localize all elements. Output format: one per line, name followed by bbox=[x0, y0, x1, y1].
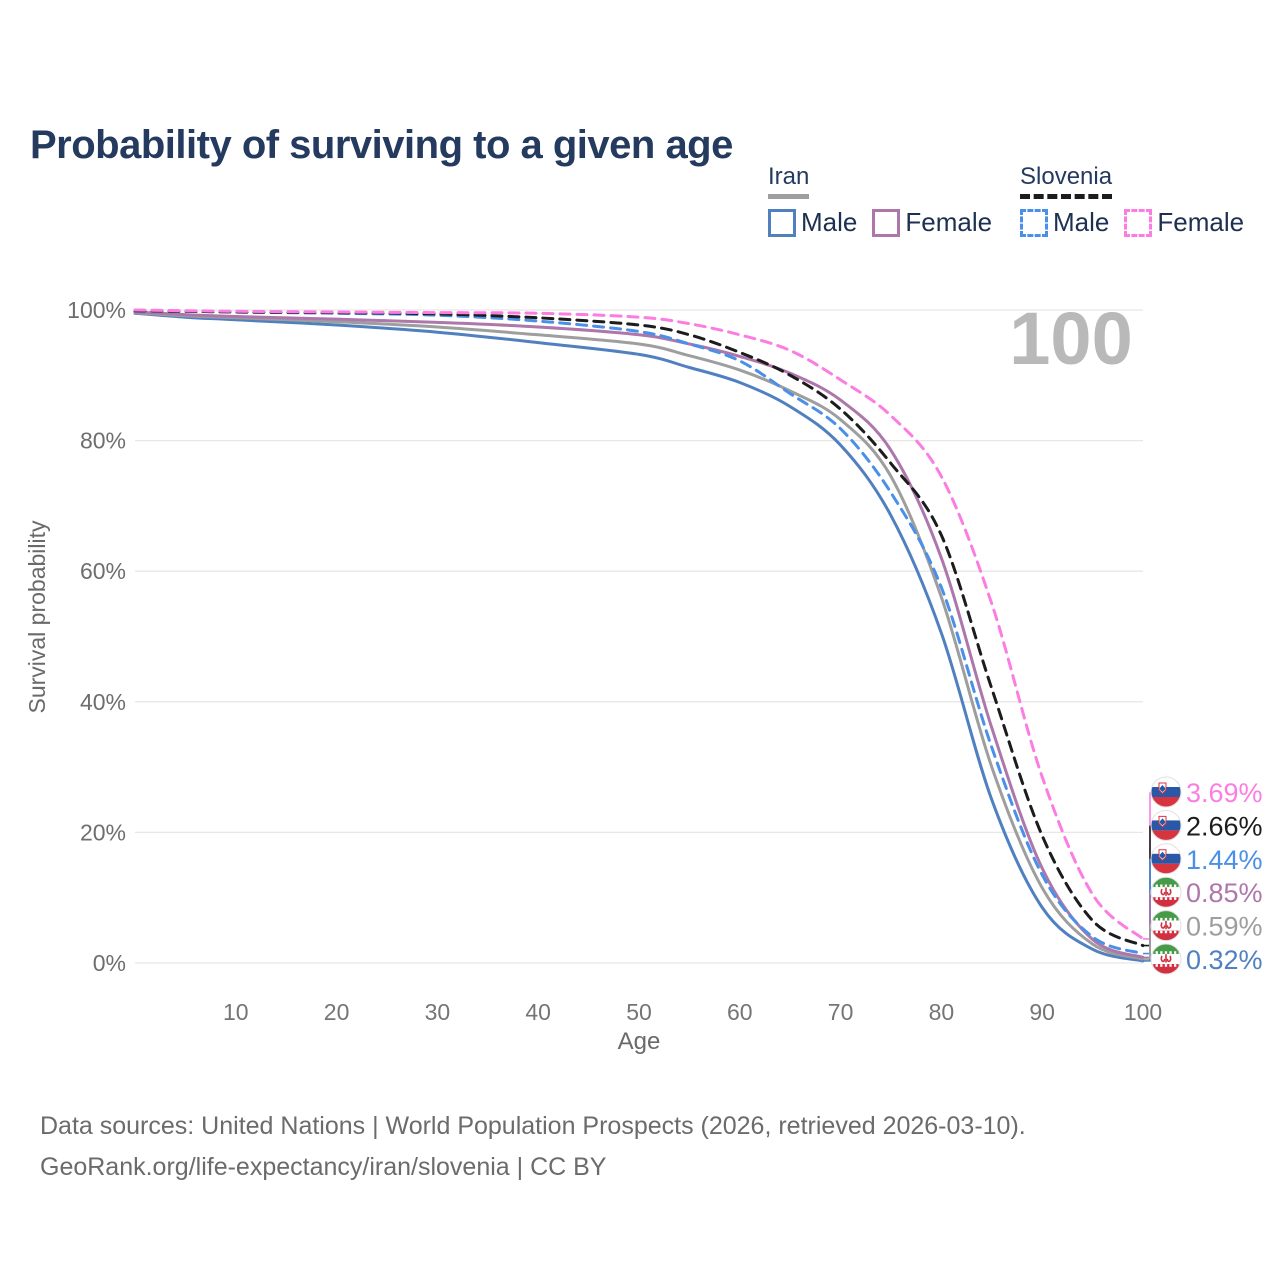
legend-group-title-slovenia: Slovenia bbox=[1020, 163, 1113, 199]
legend-item-label: Male bbox=[801, 207, 858, 237]
legend-swatch-slovenia-female[interactable] bbox=[1124, 208, 1153, 237]
slovenia-flag-icon bbox=[1150, 843, 1182, 875]
slovenia-flag-icon bbox=[1150, 776, 1182, 808]
legend-item-iran-male[interactable]: Male bbox=[768, 207, 857, 238]
y-tick-label-20: 20% bbox=[80, 819, 126, 845]
legend-item-iran-female[interactable]: Female bbox=[872, 207, 992, 238]
x-tick-label-30: 30 bbox=[425, 999, 451, 1025]
y-tick-label-40: 40% bbox=[80, 689, 126, 715]
legend-item-slovenia-female[interactable]: Female bbox=[1124, 207, 1244, 238]
x-tick-label-40: 40 bbox=[525, 999, 551, 1025]
y-tick-label-80: 80% bbox=[80, 428, 126, 454]
iran-flag-icon bbox=[1150, 943, 1182, 975]
series-line-iran_female[interactable] bbox=[133, 310, 1145, 959]
legend-swatch-iran-male[interactable] bbox=[768, 208, 796, 237]
legend-group-title-iran: Iran bbox=[768, 163, 810, 199]
legend: Iran Male Female Slovenia Male bbox=[0, 163, 1280, 253]
series-line-iran_total[interactable] bbox=[133, 311, 1145, 961]
x-tick-label-50: 50 bbox=[626, 999, 652, 1025]
series-line-iran_male[interactable] bbox=[133, 311, 1145, 963]
legend-item-slovenia-male[interactable]: Male bbox=[1020, 207, 1109, 238]
y-tick-label-100: 100% bbox=[67, 297, 126, 323]
y-tick-label-60: 60% bbox=[80, 558, 126, 584]
iran-flag-icon bbox=[1150, 910, 1182, 942]
end-label-slovenia_female: 3.69% bbox=[1186, 778, 1263, 808]
legend-item-label: Female bbox=[1157, 207, 1245, 237]
end-label-iran_female: 0.85% bbox=[1186, 878, 1263, 908]
footer-data-sources: Data sources: United Nations | World Pop… bbox=[40, 1112, 1026, 1140]
legend-item-label: Male bbox=[1053, 207, 1110, 237]
end-label-iran_male: 0.32% bbox=[1186, 945, 1263, 975]
legend-item-label: Female bbox=[905, 207, 993, 237]
end-label-iran_total: 0.59% bbox=[1186, 912, 1263, 942]
x-tick-label-90: 90 bbox=[1029, 999, 1055, 1025]
x-tick-label-60: 60 bbox=[727, 999, 753, 1025]
footer-attribution: GeoRank.org/life-expectancy/iran/sloveni… bbox=[40, 1153, 607, 1181]
x-axis-title: Age bbox=[618, 1028, 661, 1055]
legend-swatch-slovenia-male[interactable] bbox=[1020, 208, 1048, 237]
series-line-slovenia_female[interactable] bbox=[133, 308, 1145, 941]
x-tick-label-20: 20 bbox=[324, 999, 350, 1025]
x-tick-label-70: 70 bbox=[828, 999, 854, 1025]
y-tick-label-0: 0% bbox=[93, 950, 126, 976]
legend-group-iran: Iran Male Female bbox=[768, 163, 992, 238]
footer: Data sources: United Nations | World Pop… bbox=[40, 1106, 1026, 1188]
end-label-slovenia_total: 2.66% bbox=[1186, 811, 1263, 841]
page-title: Probability of surviving to a given age bbox=[30, 122, 733, 167]
series-line-slovenia_male[interactable] bbox=[133, 309, 1145, 956]
legend-swatch-iran-female[interactable] bbox=[872, 208, 901, 237]
series-line-slovenia_total[interactable] bbox=[133, 309, 1145, 948]
x-tick-label-100: 100 bbox=[1124, 999, 1162, 1025]
y-axis-title: Survival probability bbox=[24, 520, 50, 714]
legend-group-slovenia: Slovenia Male Female bbox=[1020, 163, 1244, 238]
x-tick-label-10: 10 bbox=[223, 999, 249, 1025]
hover-age-watermark: 100 bbox=[1009, 297, 1132, 380]
end-label-slovenia_male: 1.44% bbox=[1186, 845, 1263, 875]
x-tick-label-80: 80 bbox=[929, 999, 955, 1025]
iran-flag-icon bbox=[1150, 876, 1182, 908]
slovenia-flag-icon bbox=[1150, 809, 1182, 841]
